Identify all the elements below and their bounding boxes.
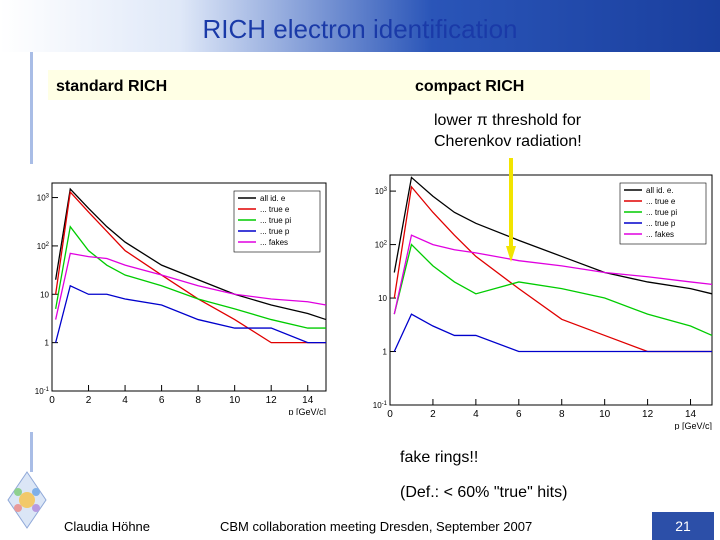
x-tick-label: 0 [387,409,393,420]
y-tick-label: 1 [383,348,388,357]
cbm-logo-icon [7,471,47,529]
x-tick-label: 6 [516,409,522,420]
y-tick-label: 103 [375,187,388,196]
label-bar [48,70,650,100]
fake-rings-definition: (Def.: < 60% "true" hits) [400,484,568,501]
legend-entry: ... true e [260,205,290,214]
x-tick-label: 12 [642,409,654,420]
threshold-note-line2: Cherenkov radiation! [434,133,582,150]
legend-entry: all id. e [260,194,286,203]
x-tick-label: 4 [122,395,128,406]
series-line [393,313,712,353]
x-tick-label: 2 [86,395,92,406]
left-accent-line-lower [30,432,33,472]
x-axis-label: p [GeV/c] [288,407,326,415]
page-number: 21 [652,512,714,540]
compact-rich-chart: 0 2 4 6 8 10 12 14 10-1 1 10 102 103 all id. e. ... tr… [373,174,713,431]
series-line [55,252,327,320]
standard-rich-plot: 0 2 4 6 8 10 12 14 10-1 1 10 102 103 all id. e ... tru… [30,175,332,417]
yellow-arrow-icon [506,158,516,262]
series-line [55,187,327,321]
x-tick-label: 0 [49,395,55,406]
legend-entry: ... fakes [646,230,674,239]
y-tick-label: 102 [375,241,388,250]
compact-rich-plot: 0 2 4 6 8 10 12 14 10-1 1 10 102 103 all id. e. ... tr… [366,165,718,431]
compact-rich-label: compact RICH [415,78,525,95]
plot-frame [51,182,327,392]
series-line [393,243,713,337]
x-tick-label: 8 [559,409,565,420]
legend-entry: all id. e. [646,186,674,195]
y-tick-label: 1 [45,339,50,348]
series-line [393,176,713,295]
plot-frame [389,174,713,406]
series-line [55,284,326,344]
y-tick-label: 10-1 [35,387,50,396]
header-bar [0,0,720,52]
standard-rich-label: standard RICH [56,78,168,95]
fake-rings-caption: fake rings!! [400,449,479,466]
x-tick-label: 10 [229,395,241,406]
threshold-note: lower π threshold for Cherenkov radiatio… [434,110,582,152]
y-tick-label: 10-1 [373,401,388,410]
legend-entry: ... fakes [260,238,288,247]
x-tick-label: 14 [302,395,314,406]
slide-title: RICH electron identification [202,14,518,44]
x-tick-label: 10 [599,409,611,420]
footer-author: Claudia Höhne [64,519,151,534]
standard-rich-chart: 0 2 4 6 8 10 12 14 10-1 1 10 102 103 all id. e ... tru… [35,182,327,417]
footer-event: CBM collaboration meeting Dresden, Septe… [220,519,533,534]
y-tick-label: 10 [378,294,387,303]
x-tick-label: 8 [195,395,201,406]
left-accent-line [30,52,33,164]
x-tick-label: 6 [159,395,165,406]
y-tick-label: 10 [40,290,49,299]
x-tick-label: 14 [685,409,697,420]
y-tick-label: 103 [37,194,50,203]
x-tick-label: 2 [430,409,436,420]
series-line [393,234,713,315]
legend-entry: ... true p [646,219,676,228]
x-tick-label: 4 [473,409,479,420]
series-line [55,225,326,329]
legend-entry: ... true p [260,227,290,236]
legend-entry: ... true pi [646,208,677,217]
y-tick-label: 102 [37,242,50,251]
x-axis-label: p [GeV/c] [674,421,712,430]
legend-entry: ... true pi [260,216,291,225]
threshold-note-line1: lower π threshold for [434,112,582,129]
legend-entry: ... true e [646,197,676,206]
x-tick-label: 12 [266,395,278,406]
